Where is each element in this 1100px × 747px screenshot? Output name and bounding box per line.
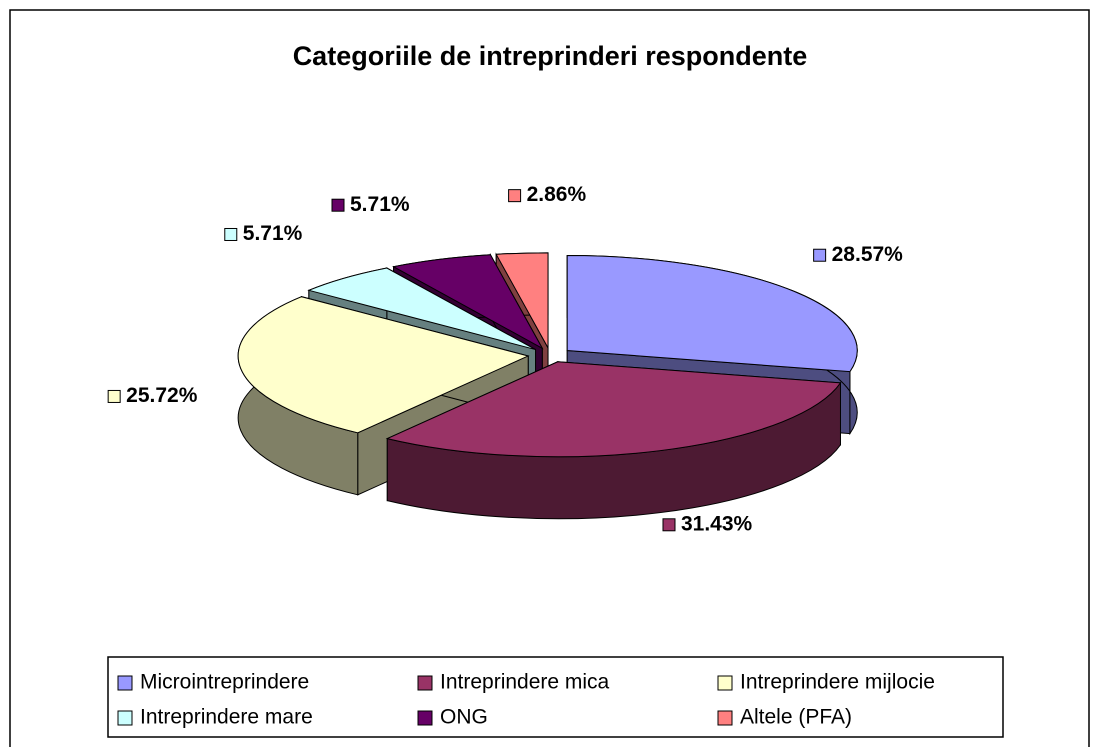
chart-title: Categoriile de intreprinderi respondente [293,41,808,71]
legend-key [117,710,133,726]
slice-top [566,255,858,373]
legend-label: Microintreprindere [140,671,309,694]
label-key [662,518,676,532]
pie-slice [385,360,842,520]
slice-top [495,252,549,350]
label-key [813,248,827,262]
legend-key [117,675,133,691]
slice-top [392,254,544,350]
legend-label: Intreprindere mica [440,671,610,694]
label-key [107,389,121,403]
data-label: 25.72% [126,384,198,407]
slice-top [237,296,530,434]
legend-box [107,656,1004,738]
legend-label: Intreprindere mare [140,706,313,729]
data-label: 28.57% [832,243,904,266]
label-key [331,198,345,212]
legend-label: ONG [440,706,488,729]
data-label: 31.43% [681,512,753,535]
data-label: 5.71% [350,193,410,216]
label-key [508,189,522,203]
legend-key [417,675,433,691]
legend-key [717,675,733,691]
legend-key [417,710,433,726]
legend-label: Intreprindere mijlocie [740,671,935,694]
legend-key [717,710,733,726]
legend-label: Altele (PFA) [740,706,852,729]
slice-top [307,267,536,351]
data-label: 2.86% [527,183,587,206]
slice-top [385,361,842,458]
data-label: 5.71% [243,222,303,245]
label-key [224,227,238,241]
